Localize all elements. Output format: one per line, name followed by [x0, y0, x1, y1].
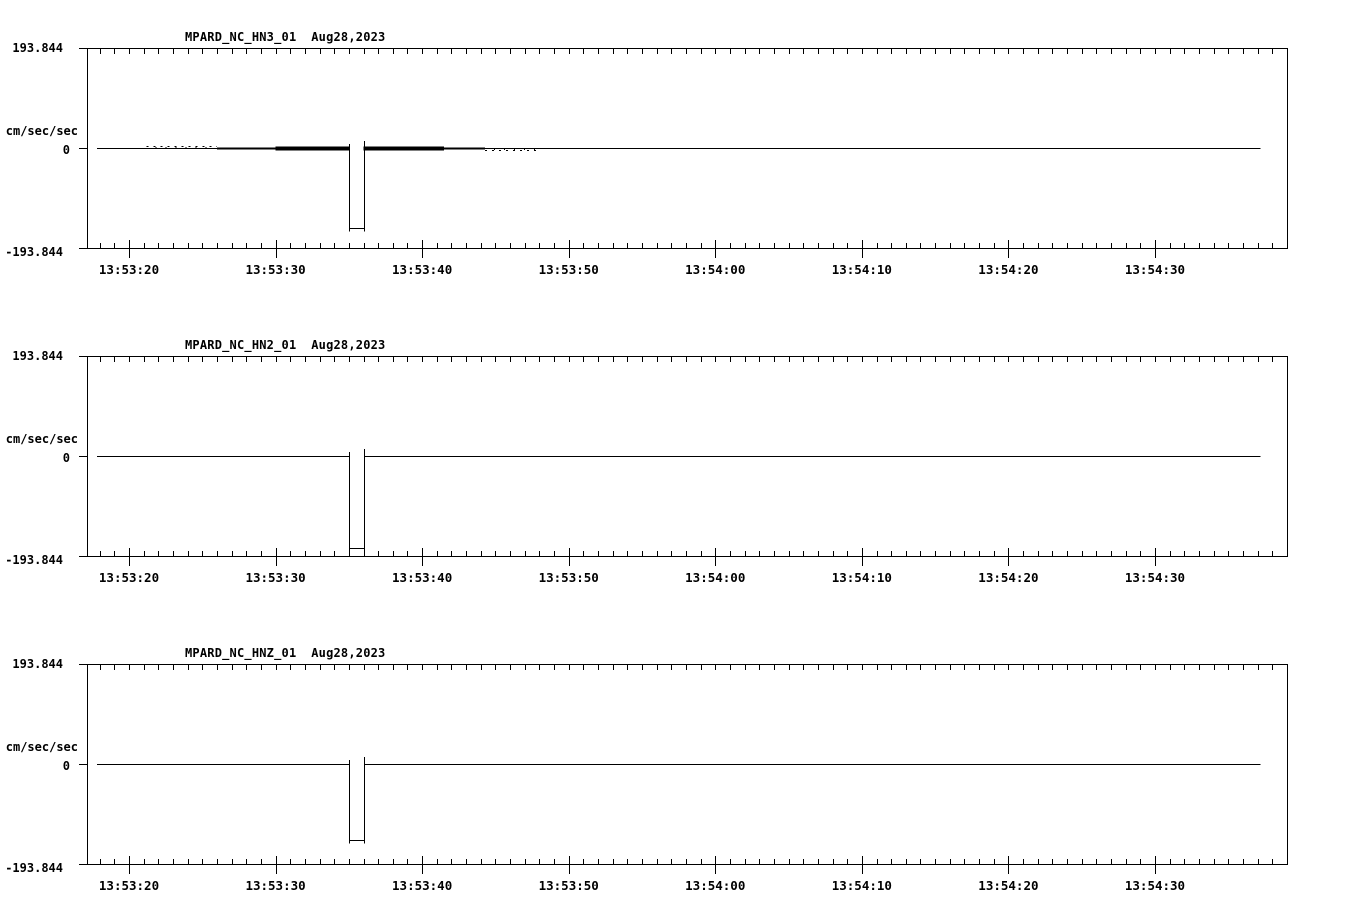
x-tick-label: 13:54:20 [978, 262, 1039, 277]
x-tick-label: 13:53:50 [538, 878, 599, 893]
x-tick-label: 13:54:30 [1124, 262, 1186, 277]
x-tick-label: 13:54:10 [831, 570, 892, 585]
x-tick-label: 13:53:20 [98, 878, 160, 893]
x-tick-label: 13:53:40 [392, 262, 453, 277]
x-tick-label: 13:53:20 [98, 262, 160, 277]
x-tick-label: 13:53:50 [538, 570, 599, 585]
y-min-label: -193.844 [5, 553, 63, 567]
y-min-label: -193.844 [5, 245, 63, 259]
trace-title: MPARD_NC_HN3_01 Aug28,2023 [185, 30, 386, 44]
x-tick-label: 13:54:10 [831, 878, 892, 893]
y-max-label: 193.844 [12, 41, 63, 55]
x-tick-label: 13:53:40 [392, 878, 453, 893]
x-tick-label: 13:54:30 [1124, 878, 1186, 893]
x-tick-label: 13:54:00 [685, 262, 746, 277]
y-zero-label: 0 [62, 759, 70, 773]
x-tick-label: 13:53:30 [245, 570, 306, 585]
x-tick-label: 13:53:40 [392, 570, 453, 585]
y-zero-label: 0 [62, 451, 70, 465]
trace-title: MPARD_NC_HN2_01 Aug28,2023 [185, 338, 386, 352]
y-max-label: 193.844 [12, 657, 63, 671]
y-axis-unit-label: cm/sec/sec [5, 432, 78, 446]
x-tick-label: 13:54:20 [978, 878, 1039, 893]
x-tick-label: 13:54:30 [1124, 570, 1186, 585]
x-tick-label: 13:53:30 [245, 878, 306, 893]
y-axis-unit-label: cm/sec/sec [5, 124, 78, 138]
y-min-label: -193.844 [5, 861, 63, 875]
y-max-label: 193.844 [12, 349, 63, 363]
x-tick-label: 13:53:20 [98, 570, 160, 585]
x-tick-label: 13:53:30 [245, 262, 306, 277]
y-zero-label: 0 [62, 143, 70, 157]
y-axis-unit-label: cm/sec/sec [5, 740, 78, 754]
x-tick-label: 13:54:20 [978, 570, 1039, 585]
x-tick-label: 13:54:00 [685, 570, 746, 585]
trace-title: MPARD_NC_HNZ_01 Aug28,2023 [185, 646, 386, 660]
x-tick-label: 13:54:00 [685, 878, 746, 893]
x-tick-label: 13:53:50 [538, 262, 599, 277]
x-tick-label: 13:54:10 [831, 262, 892, 277]
